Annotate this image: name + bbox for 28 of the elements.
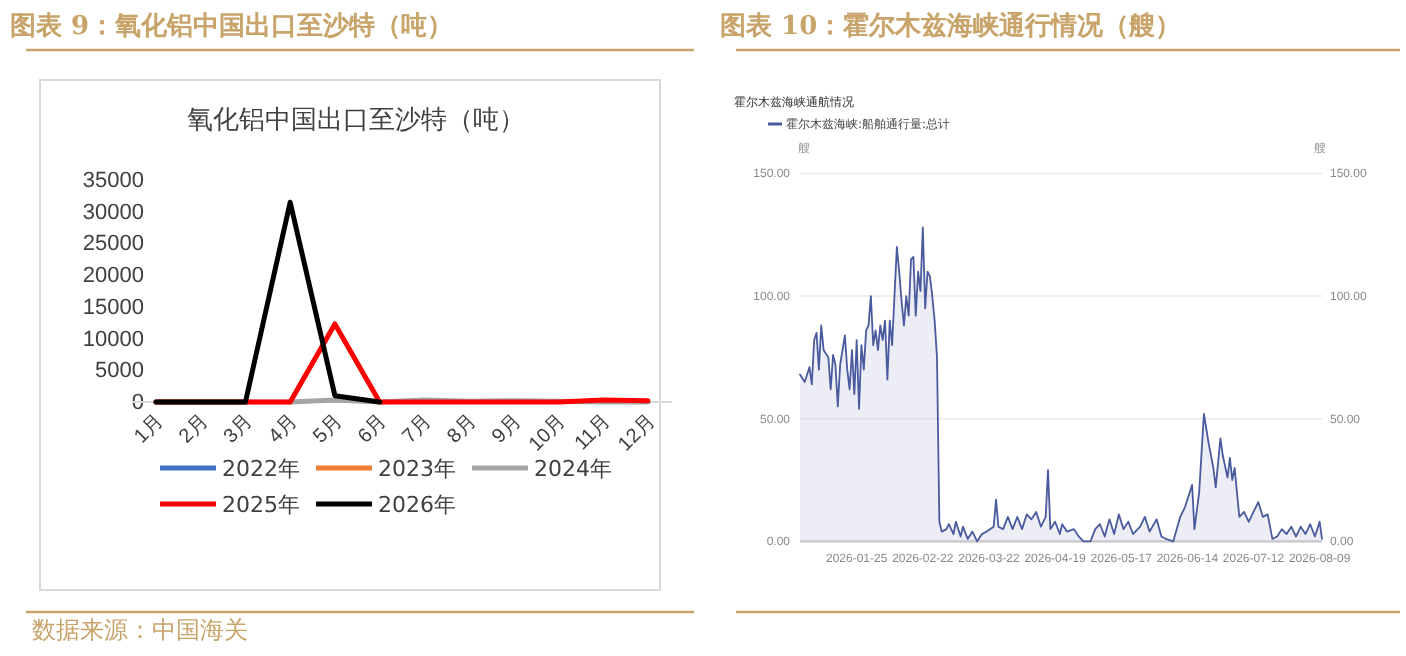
x-tick-label: 9月 xyxy=(488,410,527,449)
y-tick-label: 5000 xyxy=(95,359,144,384)
x-tick-label: 1月 xyxy=(130,410,169,449)
x-tick-label: 12月 xyxy=(614,410,661,457)
x-tick-label: 11月 xyxy=(571,410,616,456)
chart-title: 图表 9：氧化铝中国出口至沙特（吨） xyxy=(10,12,454,42)
legend-label: 2022年 xyxy=(222,456,300,482)
x-tick-label: 4月 xyxy=(264,410,303,449)
legend-label: 2024年 xyxy=(534,456,612,482)
x-tick-label: 2月 xyxy=(175,410,213,449)
x-tick-label: 3月 xyxy=(220,410,258,449)
y-tick-label: 15000 xyxy=(82,295,144,320)
y-tick-label: 30000 xyxy=(82,200,144,225)
legend-label: 2025年 xyxy=(222,492,300,518)
x-tick-label: 5月 xyxy=(309,410,348,449)
x-tick-label: 6月 xyxy=(354,410,392,449)
x-tick-label: 7月 xyxy=(399,410,437,449)
y-tick-label: 35000 xyxy=(82,169,144,194)
y-tick-label: 10000 xyxy=(82,327,144,352)
y-tick-label: 25000 xyxy=(82,232,144,257)
legend-label: 2023年 xyxy=(378,456,456,482)
legend-label: 2026年 xyxy=(378,492,456,518)
x-tick-label: 8月 xyxy=(443,410,482,449)
y-tick-label: 20000 xyxy=(82,264,144,289)
x-tick-label: 10月 xyxy=(525,410,571,457)
chart-subtitle: 氧化铝中国出口至沙特（吨） xyxy=(187,106,525,136)
source-note: 数据来源：中国海关 xyxy=(32,616,248,644)
chart-title: 图表 10：霍尔木兹海峡通行情况（艘） xyxy=(720,10,1182,42)
